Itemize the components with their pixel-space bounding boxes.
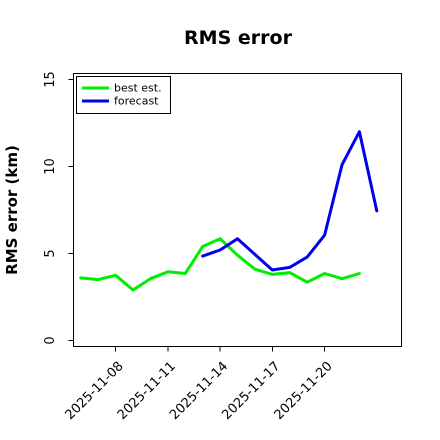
x-axis-ticks: 2025-11-082025-11-112025-11-142025-11-17…: [63, 346, 336, 423]
y-tick-label-10: 10: [43, 158, 58, 175]
y-axis-ticks: 0 5 10 15: [43, 71, 74, 345]
legend-box: [76, 76, 171, 114]
y-axis-label: RMS error (km): [3, 145, 21, 275]
y-tick-label-15: 15: [43, 71, 58, 88]
series-line-forecast: [201, 130, 379, 272]
y-tick-label-5: 5: [43, 249, 58, 257]
series-lines: [79, 130, 379, 292]
plot-frame: [73, 73, 402, 347]
legend-label-1: forecast: [114, 95, 159, 108]
series-line-best-est: [79, 237, 361, 292]
chart-title: RMS error: [184, 27, 293, 49]
y-tick-label-0: 0: [43, 336, 58, 344]
legend-label-0: best est.: [114, 82, 162, 95]
legend: best est.forecast: [76, 76, 171, 114]
